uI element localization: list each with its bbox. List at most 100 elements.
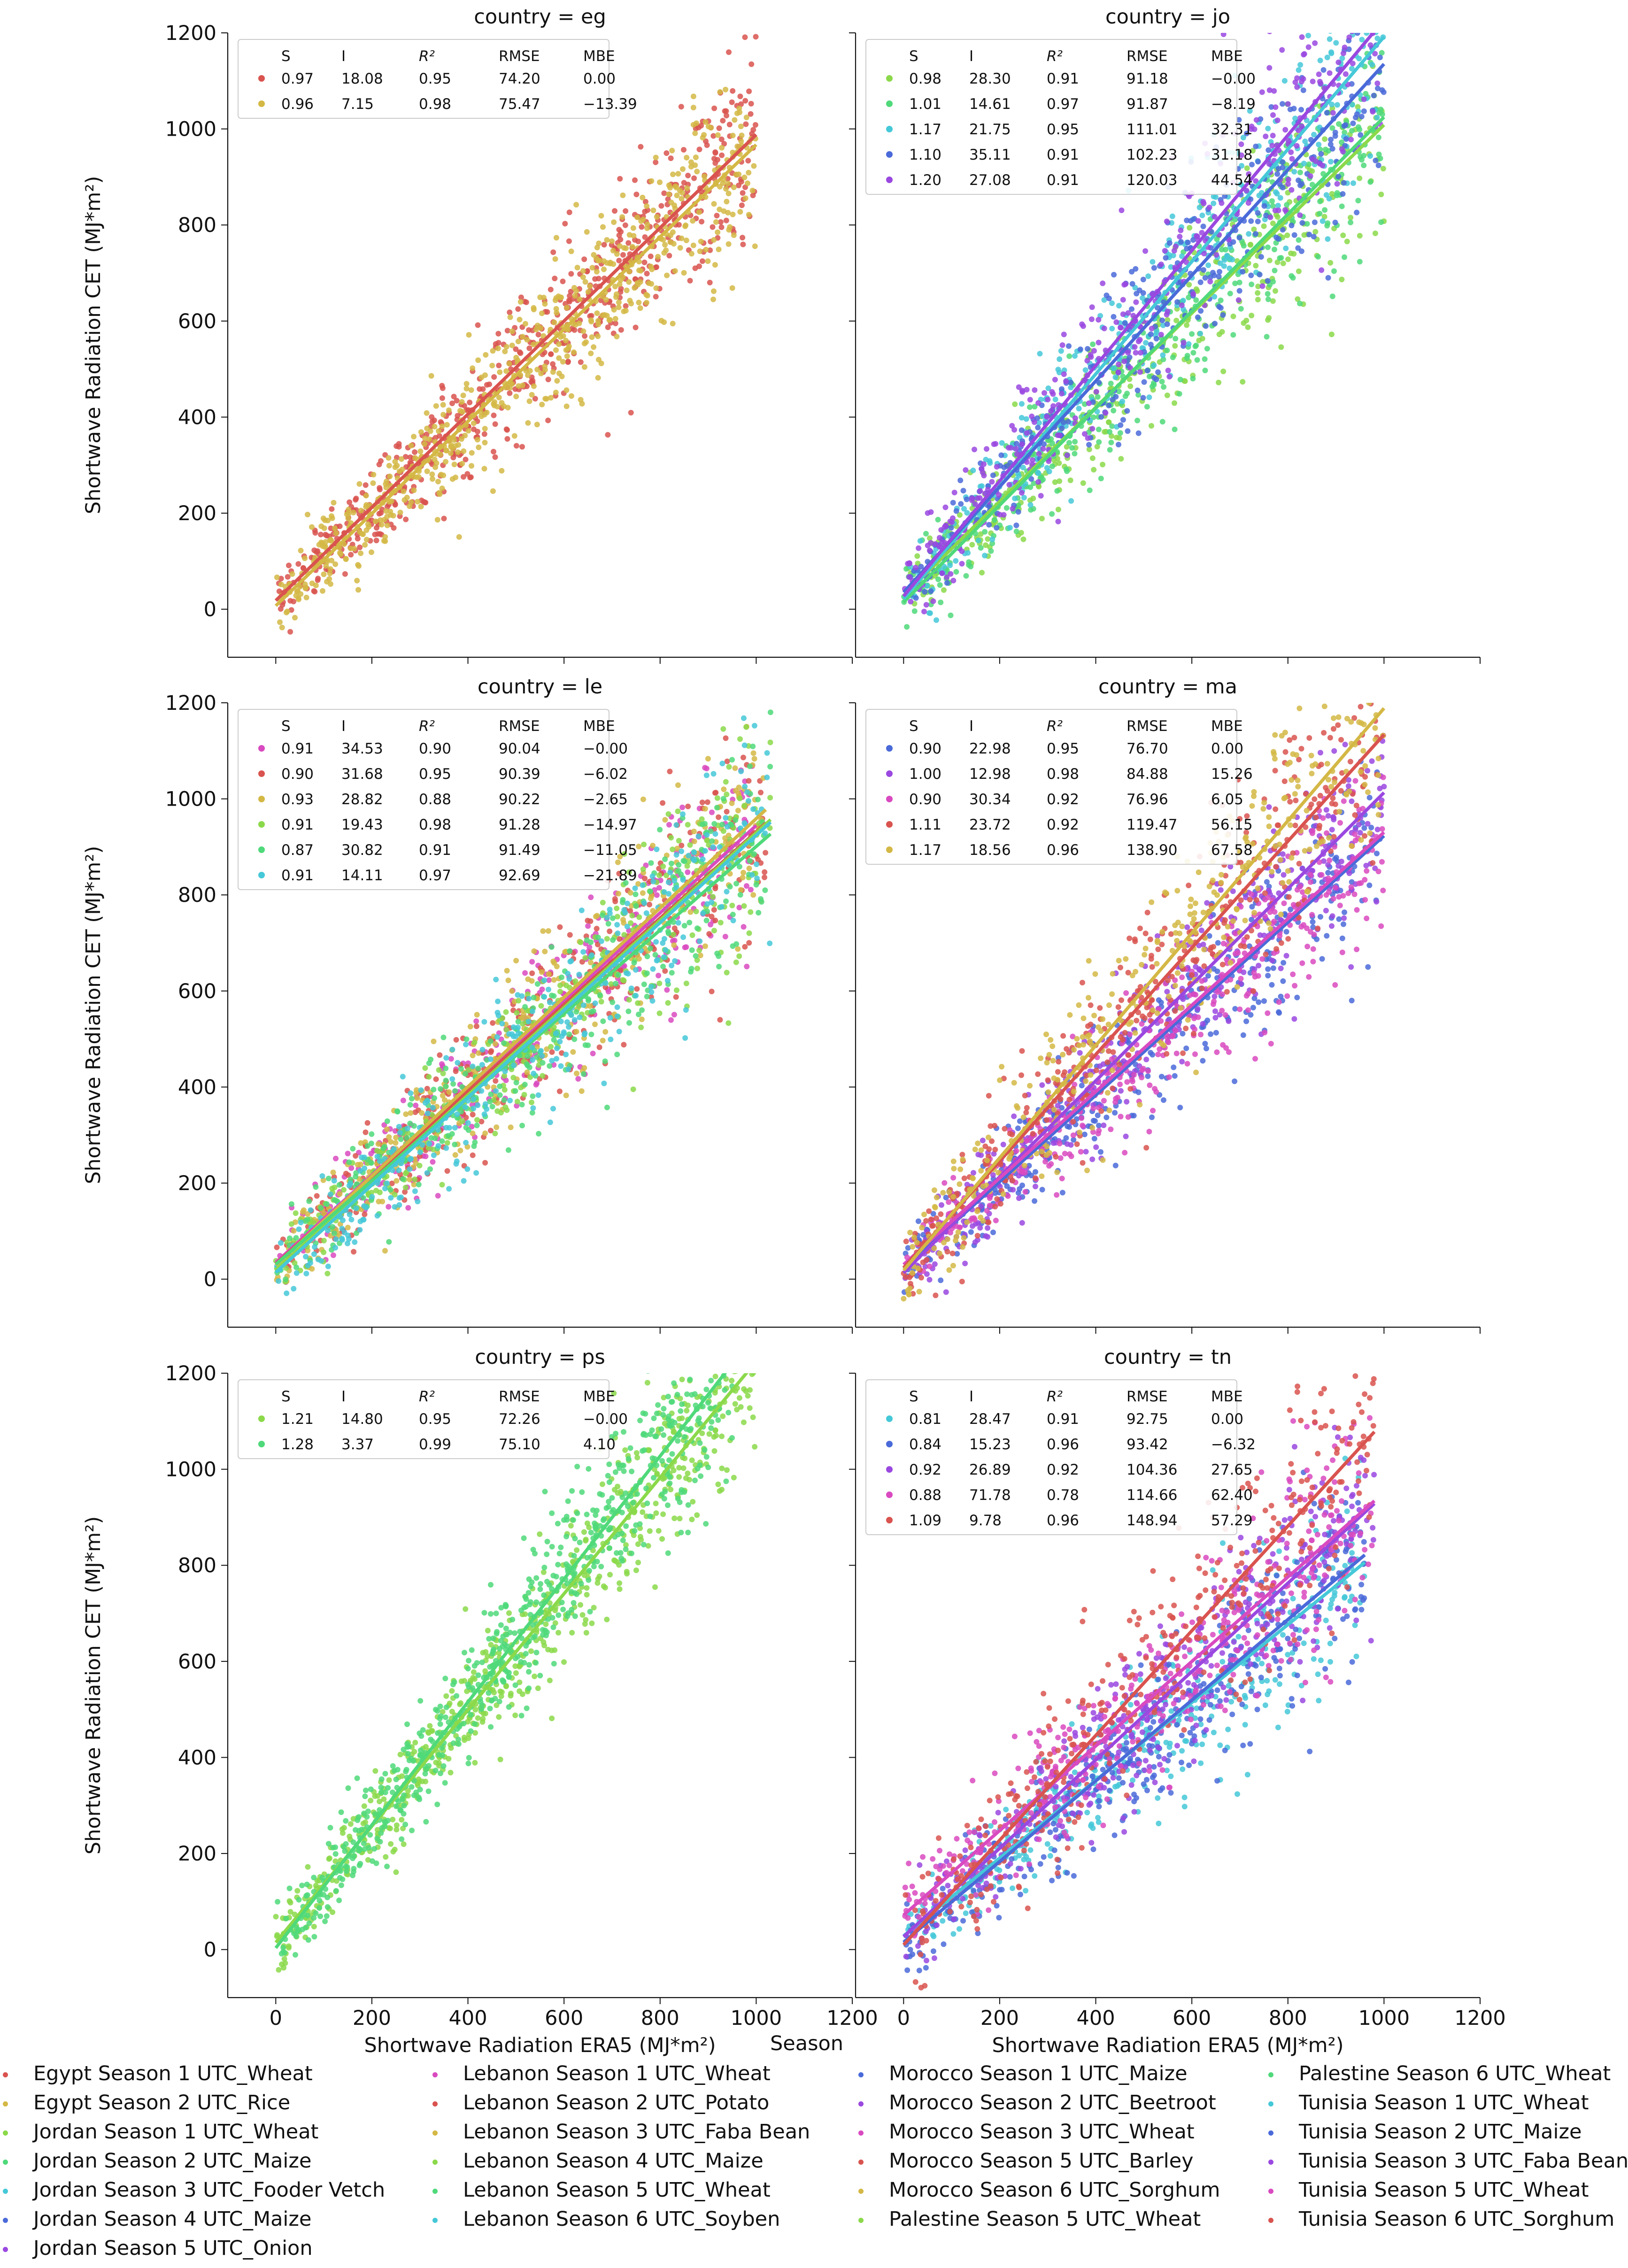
data-point [1044, 465, 1050, 471]
data-point [1299, 220, 1305, 226]
data-point [585, 923, 591, 929]
data-point [1369, 62, 1375, 68]
stats-marker [886, 126, 893, 132]
data-point [585, 289, 591, 295]
data-point [741, 174, 748, 180]
data-point [488, 1049, 494, 1055]
data-point [725, 181, 731, 186]
data-point [424, 425, 430, 431]
data-point [463, 385, 470, 392]
data-point [596, 240, 602, 246]
data-point [650, 843, 656, 849]
data-point [664, 272, 670, 278]
data-point [990, 472, 996, 478]
data-point [1180, 298, 1186, 304]
data-point [1024, 387, 1030, 392]
data-point [957, 477, 964, 484]
data-point [628, 410, 634, 415]
data-point [1045, 385, 1051, 391]
data-point [1031, 480, 1037, 486]
data-point [670, 171, 676, 177]
data-point [750, 892, 756, 898]
data-point [467, 1023, 473, 1030]
data-point [1241, 243, 1247, 249]
data-point [664, 872, 670, 878]
data-point [1377, 54, 1383, 61]
data-point [748, 909, 754, 915]
data-point [1243, 188, 1250, 193]
data-point [350, 509, 356, 515]
data-point [1186, 294, 1192, 300]
data-point [604, 260, 610, 266]
data-point [571, 349, 577, 355]
data-point [1248, 272, 1254, 278]
data-point [1184, 246, 1190, 252]
data-point [942, 504, 949, 510]
data-point [581, 256, 587, 262]
data-point [1289, 156, 1295, 162]
regression-line [274, 133, 757, 602]
data-point [416, 474, 422, 480]
y-axis-label: Shortwave Radiation CET (MJ*m²) [82, 846, 105, 1184]
data-point [568, 393, 574, 399]
data-point [378, 517, 383, 523]
data-point [1312, 229, 1319, 235]
data-point [667, 185, 673, 191]
data-point [1329, 101, 1335, 108]
data-point [717, 89, 723, 95]
data-point [502, 1104, 509, 1110]
data-point [1265, 147, 1272, 153]
data-point [318, 539, 324, 546]
data-point [701, 132, 707, 138]
data-point [377, 485, 383, 491]
data-point [529, 959, 535, 965]
data-point [604, 237, 610, 243]
data-point [529, 392, 535, 398]
stats-marker [886, 177, 893, 183]
data-point [1240, 269, 1246, 275]
data-point [589, 265, 595, 271]
data-point [1297, 169, 1303, 176]
data-point [1109, 325, 1115, 331]
data-point [1187, 225, 1193, 231]
data-point [735, 946, 741, 952]
data-point [912, 565, 918, 570]
data-point [418, 429, 424, 435]
data-point [739, 202, 745, 208]
data-point [557, 989, 563, 995]
data-point [1299, 123, 1305, 130]
data-point [1316, 141, 1322, 147]
data-point [588, 894, 594, 900]
data-point [363, 527, 370, 533]
data-point [1319, 17, 1325, 23]
data-point [1335, 59, 1342, 65]
data-point [504, 427, 510, 433]
data-point [437, 1052, 443, 1058]
data-point [1269, 198, 1275, 204]
data-point [1224, 253, 1230, 259]
data-point [614, 905, 620, 911]
data-point [741, 869, 746, 876]
data-point [1028, 476, 1034, 482]
data-point [746, 778, 752, 784]
data-point [738, 138, 744, 144]
data-point [1305, 44, 1312, 50]
data-point [1332, 130, 1338, 136]
stats-value: 21.75 [969, 121, 1011, 138]
data-point [1063, 378, 1069, 384]
data-point [1169, 213, 1175, 219]
data-point [703, 246, 709, 253]
data-point [1013, 441, 1019, 446]
data-point [678, 104, 684, 110]
data-point [627, 890, 633, 896]
data-point [1339, 203, 1345, 209]
data-point [1329, 146, 1335, 152]
data-point [1012, 401, 1018, 407]
data-point [616, 258, 622, 263]
data-point [1044, 414, 1050, 420]
data-point [1253, 178, 1259, 184]
data-point [551, 319, 557, 325]
data-point [517, 299, 524, 305]
data-point [1133, 266, 1139, 272]
